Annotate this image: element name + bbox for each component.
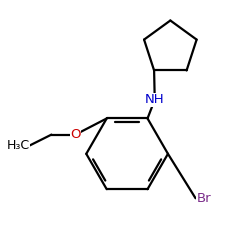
Text: NH: NH — [145, 93, 165, 106]
Text: H₃C: H₃C — [7, 139, 30, 152]
Text: Br: Br — [197, 192, 212, 205]
Text: O: O — [70, 128, 81, 141]
